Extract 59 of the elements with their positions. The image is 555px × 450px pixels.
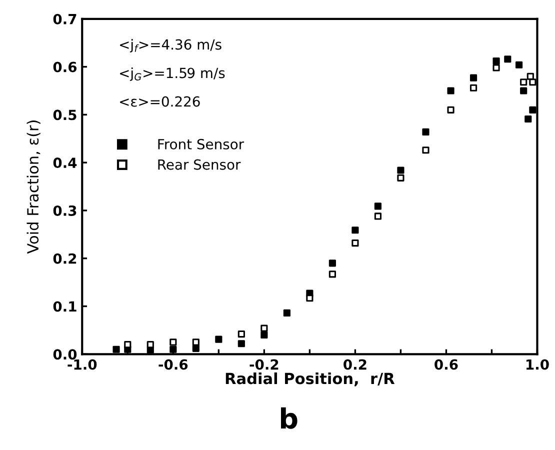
point xyxy=(374,212,382,220)
point xyxy=(192,344,200,352)
point xyxy=(470,74,478,82)
y-tick-label: 0.0 xyxy=(53,349,77,360)
point xyxy=(374,202,382,210)
point xyxy=(283,309,290,317)
point xyxy=(238,330,245,338)
point xyxy=(422,128,430,136)
legend-label: Rear Sensor xyxy=(158,159,241,170)
x-tick-label: -1.0 xyxy=(68,359,97,370)
annotation: <j$_{G}$>=1.59 m/s xyxy=(120,67,225,81)
point xyxy=(397,166,404,174)
y-tick-label: 0.2 xyxy=(53,253,76,264)
point xyxy=(328,270,336,278)
point xyxy=(447,87,454,94)
y-tick-label: 0.7 xyxy=(53,14,76,24)
text: b xyxy=(280,407,298,429)
point xyxy=(352,226,359,234)
point xyxy=(447,106,454,114)
x-tick-label: -0.6 xyxy=(158,359,188,370)
point xyxy=(520,87,528,94)
point xyxy=(529,78,536,86)
y-tick-label: 0.1 xyxy=(53,301,76,312)
point xyxy=(260,324,268,332)
point xyxy=(352,239,359,247)
point xyxy=(492,58,500,65)
point xyxy=(192,338,200,346)
annotation: <ε>=0.226 xyxy=(120,96,200,107)
point xyxy=(422,146,430,154)
point xyxy=(397,174,404,182)
point xyxy=(170,338,177,346)
point xyxy=(238,340,245,348)
point xyxy=(515,61,523,68)
point xyxy=(524,115,532,123)
annotation: <j$_{f}$>=4.36 m/s xyxy=(120,38,222,52)
point xyxy=(170,346,177,353)
point xyxy=(470,84,478,92)
point xyxy=(124,341,132,348)
point xyxy=(260,331,268,339)
y-tick-label: 0.4 xyxy=(53,158,77,168)
point xyxy=(306,294,314,302)
legend-label: Front Sensor xyxy=(158,138,244,150)
point xyxy=(146,341,154,348)
point xyxy=(492,64,500,72)
point xyxy=(215,336,222,343)
point xyxy=(504,56,512,63)
y-tick-label: 0.5 xyxy=(53,110,76,120)
x-tick-label: 0.2 xyxy=(344,359,366,370)
y-tick-label: 0.3 xyxy=(53,205,76,216)
point xyxy=(328,260,336,267)
x-tick-label: -0.2 xyxy=(250,359,278,370)
x-tick-label: 0.6 xyxy=(434,359,458,370)
point xyxy=(520,78,528,86)
y-tick-label: 0.6 xyxy=(53,62,77,72)
y-axis-title: Void Fraction, ε(r) xyxy=(26,120,40,254)
point xyxy=(529,106,536,114)
point xyxy=(112,346,120,353)
x-tick-label: 1.0 xyxy=(526,359,549,370)
x-axis-title: Radial Position, r/R xyxy=(226,372,395,386)
